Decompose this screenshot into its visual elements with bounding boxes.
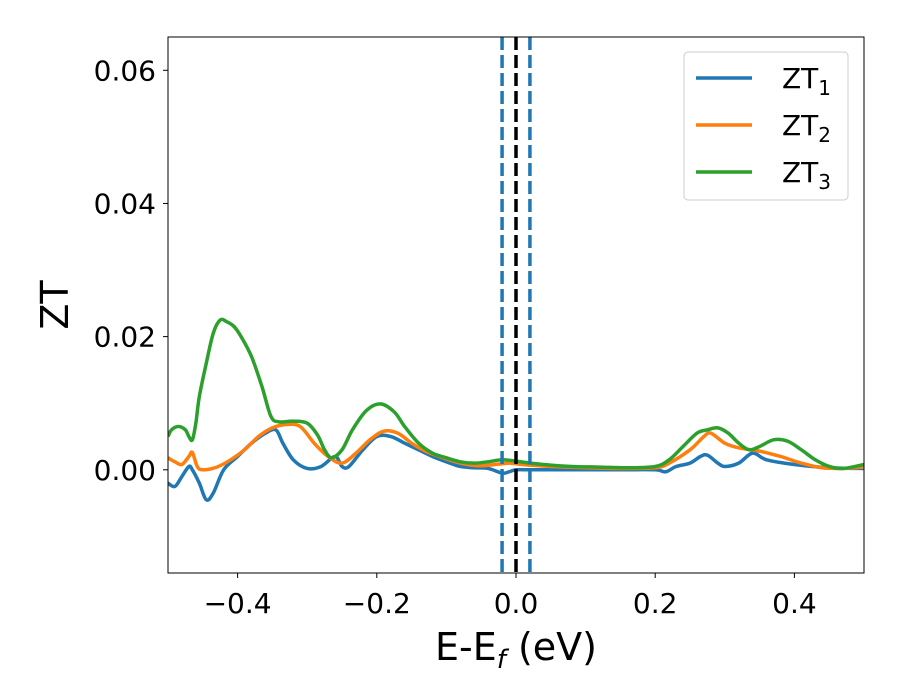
x-tick-label: −0.2	[343, 587, 411, 620]
series-line-zt3	[168, 317, 864, 471]
legend-box	[683, 51, 849, 201]
y-axis-ticks: 0.00 0.02 0.04 0.06	[94, 54, 168, 487]
x-tick-label: 0.0	[494, 587, 539, 620]
series-layer	[168, 317, 864, 502]
x-axis-label: E-Ef (eV)	[435, 625, 597, 675]
y-tick-label: 0.06	[94, 54, 156, 87]
vertical-lines	[500, 37, 532, 573]
legend-label-zt2: ZT2	[782, 109, 831, 147]
y-axis-label: ZT	[33, 280, 77, 330]
legend-label-zt1: ZT1	[782, 62, 831, 100]
x-tick-label: 0.4	[772, 587, 817, 620]
y-tick-label: 0.00	[94, 454, 156, 487]
legend: ZT1 ZT2 ZT3	[683, 51, 849, 201]
x-tick-label: −0.4	[204, 587, 272, 620]
y-tick-label: 0.02	[94, 321, 156, 354]
x-axis-ticks: −0.4 −0.2 0.0 0.2 0.4	[204, 573, 817, 620]
series-line-zt1	[168, 427, 864, 502]
x-tick-label: 0.2	[633, 587, 678, 620]
legend-label-zt3: ZT3	[782, 156, 831, 194]
y-tick-label: 0.04	[94, 187, 156, 220]
